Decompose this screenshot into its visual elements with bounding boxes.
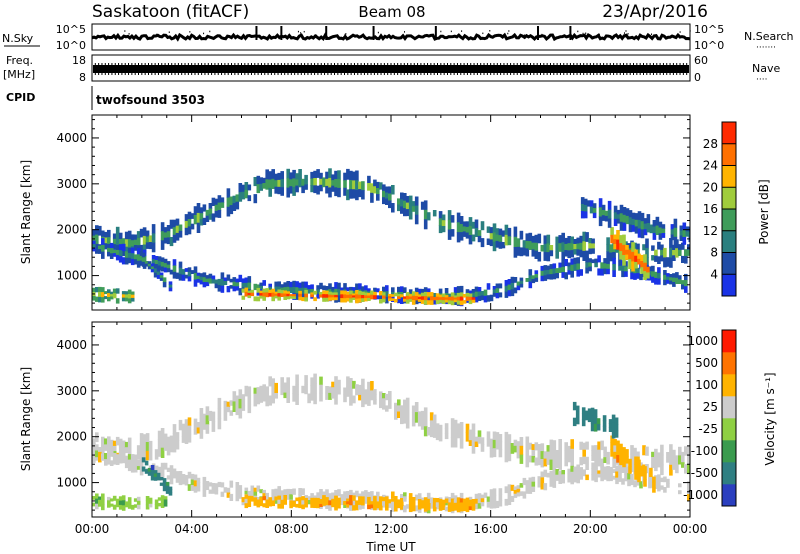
power-colorbar-tick-0: 4 [710, 267, 718, 281]
velocity-ytick-2: 3000 [56, 384, 87, 398]
power-colorbar-swatch-7 [722, 122, 736, 145]
power-colorbar-swatch-1 [722, 252, 736, 275]
date-title: 23/Apr/2016 [602, 2, 708, 22]
nave-marker: ···· [756, 75, 767, 85]
power-colorbar-swatch-4 [722, 187, 736, 210]
velocity-colorbar-tick-4: -25 [698, 422, 718, 436]
station-title: Saskatoon (fitACF) [92, 2, 249, 22]
velocity-ytick-0: 1000 [56, 476, 87, 490]
nave-label: Nave [752, 62, 780, 75]
power-band-4 [141, 252, 173, 292]
velocity-colorbar-swatch-5 [722, 374, 736, 397]
velocity-colorbar-swatch-1 [722, 462, 736, 485]
velocity-ytick-3: 4000 [56, 338, 87, 352]
power-band-6 [580, 197, 690, 247]
power-ytick-3: 4000 [56, 131, 87, 145]
power-colorbar-tick-4: 20 [703, 180, 718, 194]
velocity-band-3 [241, 494, 476, 513]
nsearch-label: N.Search [744, 30, 794, 43]
power-colorbar-tick-1: 8 [710, 246, 718, 260]
power-colorbar-tick-2: 12 [703, 224, 718, 238]
xtick-6: 00:00 [673, 522, 708, 536]
cpid-strip: CPID twofsound 3503 [6, 86, 205, 110]
nsearch-marker: ······· [756, 43, 776, 53]
power-panel: 1000 2000 3000 4000 Slant Range [km] 4 8 12 16… [19, 114, 771, 311]
power-ytick-0: 1000 [56, 269, 87, 283]
xtick-2: 08:00 [274, 522, 309, 536]
velocity-colorbar-swatch-4 [722, 396, 736, 419]
freq-unit: [MHz] [3, 68, 35, 81]
velocity-colorbar-swatch-2 [722, 440, 736, 463]
velocity-ylabel: Slant Range [km] [19, 367, 33, 471]
velocity-band-5 [610, 435, 656, 493]
velocity-colorbar-swatch-7 [722, 330, 736, 353]
freq-tick-top-left: 18 [72, 54, 86, 67]
power-colorbar-swatch-3 [722, 209, 736, 232]
velocity-band-2 [92, 493, 168, 511]
xtick-3: 12:00 [374, 522, 409, 536]
power-colorbar-tick-6: 28 [703, 137, 718, 151]
velocity-colorbar-tick-2: 100 [695, 378, 718, 392]
power-ytick-1: 2000 [56, 223, 87, 237]
velocity-colorbar-tick-6: -500 [691, 466, 718, 480]
velocity-colorbar-tick-0: 1000 [687, 334, 718, 348]
xtick-0: 00:00 [75, 522, 110, 536]
nsky-tick-bottom-right: 10^0 [694, 39, 724, 52]
velocity-colorbar-tick-7: -1000 [683, 488, 718, 502]
xtick-5: 20:00 [573, 522, 608, 536]
power-colorbar-label: Power [dB] [757, 179, 771, 244]
power-ytick-2: 3000 [56, 177, 87, 191]
nsky-tick-bottom-left: 10^0 [56, 39, 86, 52]
velocity-colorbar-swatch-0 [722, 484, 736, 507]
velocity-colorbar: 1000 500 100 25 -25 -100 -500 -1000 [683, 329, 737, 507]
xtick-4: 16:00 [473, 522, 508, 536]
nsky-tick-top-left: 10^5 [56, 23, 86, 36]
velocity-ytick-1: 2000 [56, 430, 87, 444]
cpid-label: CPID [6, 91, 35, 104]
nave-tick-top-right: 60 [694, 54, 708, 67]
xlabel: Time UT [365, 540, 416, 554]
power-colorbar-swatch-2 [722, 230, 736, 253]
velocity-colorbar-tick-3: 25 [703, 400, 718, 414]
nsky-strip: N.Sky 10^5 10^0 10^5 10^0 N.Search ·····… [2, 23, 794, 53]
velocity-colorbar-tick-1: 500 [695, 356, 718, 370]
nsky-tick-top-right: 10^5 [694, 23, 724, 36]
power-colorbar-swatch-5 [722, 165, 736, 188]
freq-strip: Freq. [MHz] 18 8 60 0 Nave ···· [3, 54, 780, 85]
xtick-1: 04:00 [174, 522, 209, 536]
power-colorbar-tick-5: 24 [703, 159, 718, 173]
velocity-colorbar-tick-5: -100 [691, 444, 718, 458]
velocity-band-4 [141, 457, 173, 496]
velocity-colorbar-label: Velocity [m s⁻¹] [763, 372, 777, 465]
velocity-panel: 1000 2000 3000 4000 00:00 04:00 08:00 12:00 16:0… [19, 321, 777, 554]
cpid-value: twofsound 3503 [96, 93, 205, 107]
beam-title: Beam 08 [358, 3, 425, 21]
power-band-3 [92, 286, 135, 304]
velocity-colorbar-swatch-6 [722, 352, 736, 375]
velocity-band-0 [92, 373, 690, 476]
velocity-colorbar-swatch-3 [722, 418, 736, 441]
power-band-2 [241, 287, 476, 306]
power-colorbar-swatch-6 [722, 143, 736, 166]
power-colorbar-tick-3: 16 [703, 202, 718, 216]
nsky-trace [91, 32, 691, 42]
power-band-0 [92, 168, 690, 268]
nave-tick-bottom-right: 0 [694, 71, 701, 84]
power-band-5 [610, 227, 650, 280]
nsky-label: N.Sky [2, 32, 34, 45]
freq-tick-bottom-left: 8 [79, 71, 86, 84]
power-ylabel: Slant Range [km] [19, 160, 33, 264]
power-colorbar-swatch-0 [722, 274, 736, 297]
velocity-band-6 [572, 401, 619, 439]
power-colorbar: 4 8 12 16 20 24 28 [703, 121, 737, 297]
freq-label: Freq. [6, 54, 33, 67]
